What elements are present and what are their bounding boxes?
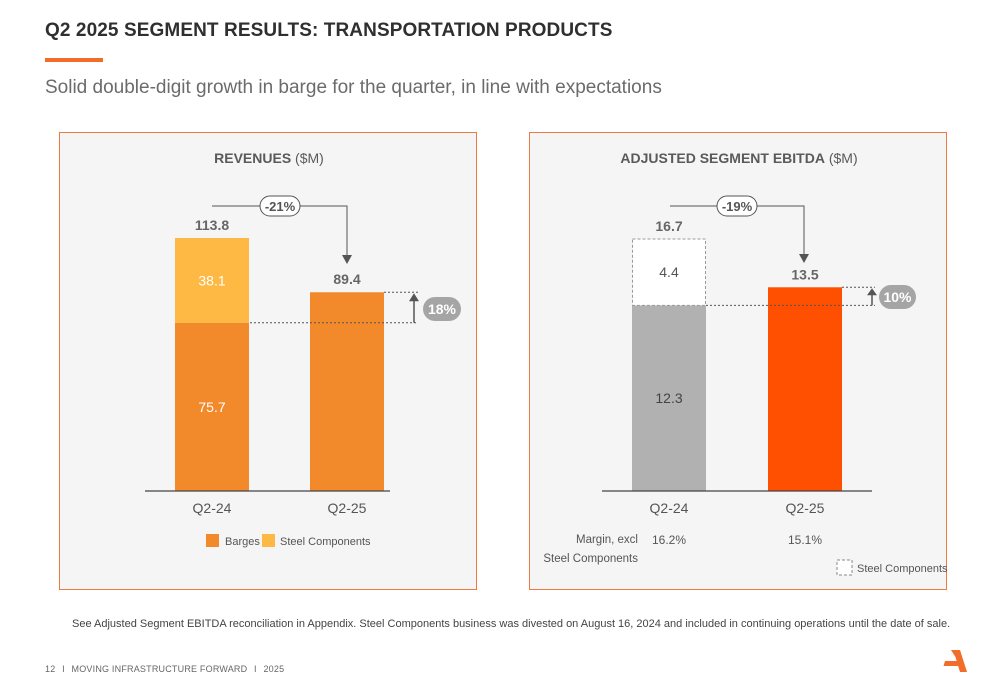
revenues-chart-panel: REVENUES ($M) 75.7 38.1 113.8 89.4 Q2-24 Q2-25… (59, 132, 477, 590)
change-badge (259, 195, 301, 217)
change-badge (716, 195, 758, 217)
total-label-q2-24: 16.7 (655, 218, 682, 234)
chart-title-text: REVENUES (214, 150, 291, 166)
ebitda-chart: ADJUSTED SEGMENT EBITDA ($M) 12.3 4.4 16.7 1… (543, 150, 948, 576)
data-label-steel-q2-24: 4.4 (659, 264, 679, 280)
legend-label-barges: Barges (225, 536, 260, 548)
footer-separator: I (254, 664, 257, 674)
change-connector-line (212, 205, 348, 255)
legend-label-steel: Steel Components (280, 536, 371, 548)
data-label-base-q2-24: 12.3 (655, 390, 682, 406)
change-arrow-icon (342, 255, 352, 264)
footnote: See Adjusted Segment EBITDA reconciliati… (72, 618, 951, 630)
growth-badge (423, 297, 461, 321)
page-subtitle: Solid double-digit growth in barge for t… (45, 77, 662, 98)
bar-barges-q2-24 (175, 322, 249, 491)
title-accent-rule (45, 58, 103, 62)
total-label-q2-24: 113.8 (195, 217, 229, 233)
page-number: 12 (45, 664, 56, 674)
page-footer: 12 I MOVING INFRASTRUCTURE FORWARD I 202… (45, 664, 288, 674)
legend-swatch-steel (836, 559, 853, 576)
x-tick-label: Q2-25 (786, 500, 825, 516)
bar-steel-q2-24 (175, 238, 249, 323)
data-label-steel-q2-24: 38.1 (198, 272, 225, 288)
bar-barges-q2-25 (310, 292, 384, 491)
arcosa-a-logo-icon (943, 650, 967, 672)
change-label: -21% (265, 199, 296, 214)
bar-base-q2-25 (768, 287, 842, 491)
chart-title: REVENUES ($M) (214, 150, 324, 166)
total-label-q2-25: 13.5 (791, 266, 818, 282)
total-label-q2-25: 89.4 (333, 271, 360, 287)
chart-title-unit: ($M) (825, 150, 858, 166)
legend-swatch-steel (262, 534, 275, 547)
page-title: Q2 2025 SEGMENT RESULTS: TRANSPORTATION … (45, 20, 613, 41)
bar-base-q2-24 (632, 305, 706, 491)
margin-value-q2-25: 15.1% (788, 533, 822, 547)
x-tick-label: Q2-24 (193, 500, 232, 516)
margin-label-line1: Margin, excl (576, 534, 638, 546)
data-label-barges-q2-24: 75.7 (198, 399, 225, 415)
growth-badge (879, 285, 916, 309)
margin-value-q2-24: 16.2% (652, 533, 686, 547)
ebitda-chart-panel: ADJUSTED SEGMENT EBITDA ($M) 12.3 4.4 16.7 1… (529, 132, 948, 590)
x-tick-label: Q2-25 (328, 500, 367, 516)
footer-separator: I (62, 664, 65, 674)
change-connector-line (670, 205, 805, 254)
x-tick-label: Q2-24 (650, 500, 689, 516)
change-arrow-icon (799, 254, 809, 263)
revenues-chart: REVENUES ($M) 75.7 38.1 113.8 89.4 Q2-24 Q2-25… (145, 150, 461, 548)
growth-arrow-icon (867, 288, 877, 296)
footer-year: 2025 (263, 664, 285, 674)
chart-title-text: ADJUSTED SEGMENT EBITDA (620, 150, 825, 166)
legend-swatch-barges (206, 534, 219, 547)
growth-arrow-icon (409, 293, 419, 302)
chart-title: ADJUSTED SEGMENT EBITDA ($M) (620, 150, 857, 166)
bar-steel-q2-24 (632, 238, 706, 306)
growth-label: 18% (428, 301, 457, 317)
margin-label-line2: Steel Components (543, 553, 638, 565)
change-label: -19% (722, 199, 753, 214)
growth-label: 10% (883, 289, 912, 305)
legend-label-steel: Steel Components (857, 563, 948, 575)
footer-tagline: MOVING INFRASTRUCTURE FORWARD (71, 664, 248, 674)
chart-title-unit: ($M) (291, 150, 324, 166)
